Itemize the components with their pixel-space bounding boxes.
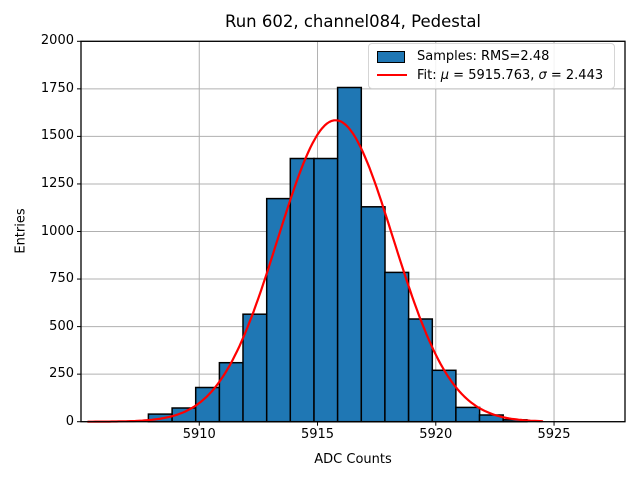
y-tick-label: 1000	[40, 223, 74, 239]
legend-fit-label: Fit: μ = 5915.763, σ = 2.443	[417, 67, 604, 83]
x-tick-label: 5920	[419, 427, 453, 442]
histogram-bar	[218, 361, 244, 423]
y-tick-label: 750	[49, 271, 74, 287]
y-tick-label: 250	[49, 366, 74, 382]
y-tick-label: 1250	[40, 176, 74, 192]
histogram-bar	[384, 271, 410, 423]
histogram-swatch-icon	[377, 50, 405, 63]
histogram-bar	[265, 197, 292, 423]
histogram-bar	[431, 369, 457, 423]
y-tick-label: 1750	[40, 81, 74, 97]
legend: Samples: RMS=2.48 Fit: μ = 5915.763, σ =…	[368, 43, 615, 89]
x-tick-label: 5910	[182, 427, 216, 442]
histogram-bar	[360, 206, 386, 423]
histogram-bar	[313, 157, 339, 423]
x-axis-label: ADC Counts	[314, 452, 392, 467]
fit-curve	[87, 119, 544, 423]
histogram-bar	[455, 406, 481, 423]
y-tick-label: 1500	[40, 128, 74, 144]
x-tick-label: 5915	[300, 427, 335, 442]
y-tick-label: 2000	[40, 33, 74, 49]
chart-title: Run 602, channel084, Pedestal	[224, 12, 482, 31]
x-tick-label: 5925	[537, 427, 571, 442]
histogram-bar	[336, 86, 363, 423]
histogram-bar	[194, 386, 221, 423]
y-tick-label: 0	[65, 413, 74, 429]
legend-samples-label: Samples: RMS=2.48	[417, 49, 550, 65]
legend-item-samples: Samples: RMS=2.48	[377, 49, 606, 64]
histogram-bar	[407, 318, 434, 423]
legend-item-fit: Fit: μ = 5915.763, σ = 2.443	[377, 68, 606, 83]
histogram-bar	[289, 157, 315, 423]
fit-line-swatch-icon	[377, 73, 407, 77]
y-tick-label: 500	[49, 318, 74, 334]
